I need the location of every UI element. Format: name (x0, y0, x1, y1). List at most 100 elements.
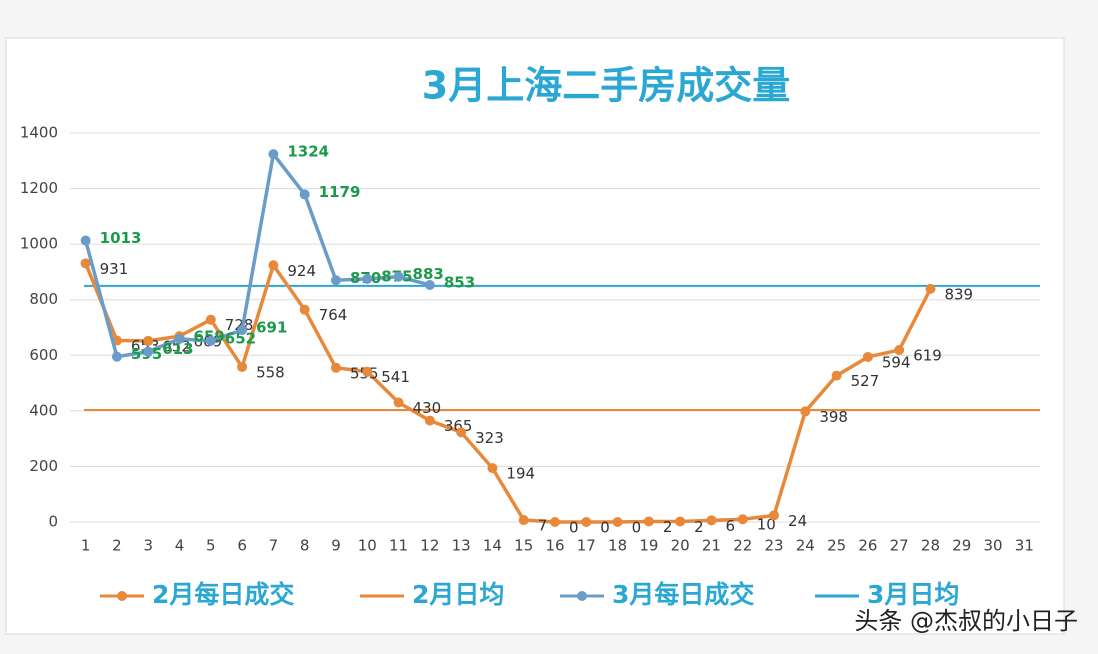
y-tick-label: 800 (29, 290, 58, 308)
watermark: 头条 @杰叔的小日子 (854, 607, 1078, 635)
x-tick-label: 17 (577, 537, 596, 555)
data-label: 323 (475, 429, 504, 447)
data-point (831, 370, 842, 381)
data-point (330, 362, 341, 373)
data-label: 541 (381, 368, 410, 386)
data-label: 764 (319, 306, 348, 324)
y-tick-label: 0 (48, 513, 58, 531)
x-tick-label: 15 (514, 537, 533, 555)
data-label: 2 (663, 518, 673, 536)
data-point (143, 335, 154, 346)
data-label: 6 (725, 517, 735, 535)
x-tick-label: 28 (921, 537, 940, 555)
y-tick-label: 400 (29, 401, 58, 419)
data-point (424, 279, 435, 290)
data-point (205, 314, 216, 325)
x-tick-label: 19 (639, 537, 658, 555)
legend-label: 3月每日成交 (612, 580, 754, 609)
data-label: 613 (162, 340, 193, 358)
data-label: 1013 (100, 229, 142, 247)
x-tick-label: 3 (143, 537, 153, 555)
x-tick-label: 11 (389, 537, 408, 555)
x-tick-label: 31 (1015, 537, 1034, 555)
data-label: 931 (100, 260, 129, 278)
data-point (862, 351, 873, 362)
x-tick-label: 18 (608, 537, 627, 555)
data-label: 24 (788, 512, 807, 530)
data-point (205, 335, 216, 346)
data-point (550, 517, 560, 527)
x-tick-label: 26 (858, 537, 877, 555)
data-label: 652 (225, 329, 256, 347)
data-point (581, 517, 592, 527)
data-label: 883 (413, 265, 444, 283)
x-tick-label: 9 (331, 537, 341, 555)
x-tick-label: 25 (827, 537, 846, 555)
data-point (268, 149, 279, 160)
data-point (769, 510, 780, 521)
x-tick-label: 22 (733, 537, 752, 555)
data-point (393, 397, 404, 408)
x-tick-label: 16 (545, 537, 564, 555)
data-point (143, 346, 154, 357)
data-point (456, 427, 467, 438)
data-point (518, 515, 529, 526)
data-point (612, 517, 623, 527)
data-point (174, 333, 185, 344)
x-tick-label: 20 (671, 537, 690, 555)
data-label: 619 (913, 347, 942, 365)
x-tick-label: 27 (890, 537, 909, 555)
data-label: 839 (944, 285, 973, 303)
x-tick-label: 24 (796, 537, 815, 555)
data-label: 594 (882, 353, 911, 371)
data-label: 558 (256, 363, 285, 381)
data-point (800, 406, 811, 417)
data-point (111, 351, 122, 362)
data-point (643, 516, 654, 527)
data-label: 2 (694, 518, 704, 536)
series-line (84, 262, 933, 524)
x-tick-label: 8 (300, 537, 310, 555)
data-label: 691 (256, 319, 287, 337)
x-tick-label: 12 (420, 537, 439, 555)
data-point (237, 325, 248, 336)
x-tick-label: 29 (952, 537, 971, 555)
data-point (706, 515, 717, 526)
data-label: 194 (506, 465, 535, 483)
x-tick-label: 2 (112, 537, 122, 555)
legend-label: 3月日均 (867, 580, 959, 609)
x-tick-label: 6 (237, 537, 247, 555)
data-label: 924 (287, 262, 316, 280)
y-tick-label: 1000 (20, 235, 58, 253)
legend-marker (117, 591, 127, 601)
data-label: 0 (600, 519, 610, 537)
legend-label: 2月每日成交 (152, 580, 294, 609)
x-tick-label: 13 (452, 537, 471, 555)
data-point (393, 271, 404, 282)
series-line (83, 152, 431, 359)
data-point (237, 361, 248, 372)
data-label: 0 (632, 519, 642, 537)
data-label: 1324 (287, 143, 329, 161)
data-point (424, 415, 435, 426)
data-label: 527 (851, 372, 880, 390)
y-tick-label: 600 (29, 346, 58, 364)
x-tick-label: 30 (984, 537, 1003, 555)
data-point (737, 514, 748, 525)
x-tick-label: 23 (764, 537, 783, 555)
x-tick-label: 14 (483, 537, 502, 555)
data-label: 853 (444, 273, 475, 291)
x-tick-label: 4 (175, 537, 185, 555)
data-point (299, 189, 310, 200)
data-point (894, 345, 905, 356)
data-point (362, 273, 373, 284)
legend-marker (577, 591, 587, 601)
x-tick-label: 10 (358, 537, 377, 555)
data-label: 430 (413, 399, 442, 417)
x-tick-label: 21 (702, 537, 721, 555)
data-point (80, 235, 91, 246)
x-tick-label: 1 (81, 537, 91, 555)
y-tick-label: 1200 (20, 179, 58, 197)
data-point (362, 366, 373, 377)
